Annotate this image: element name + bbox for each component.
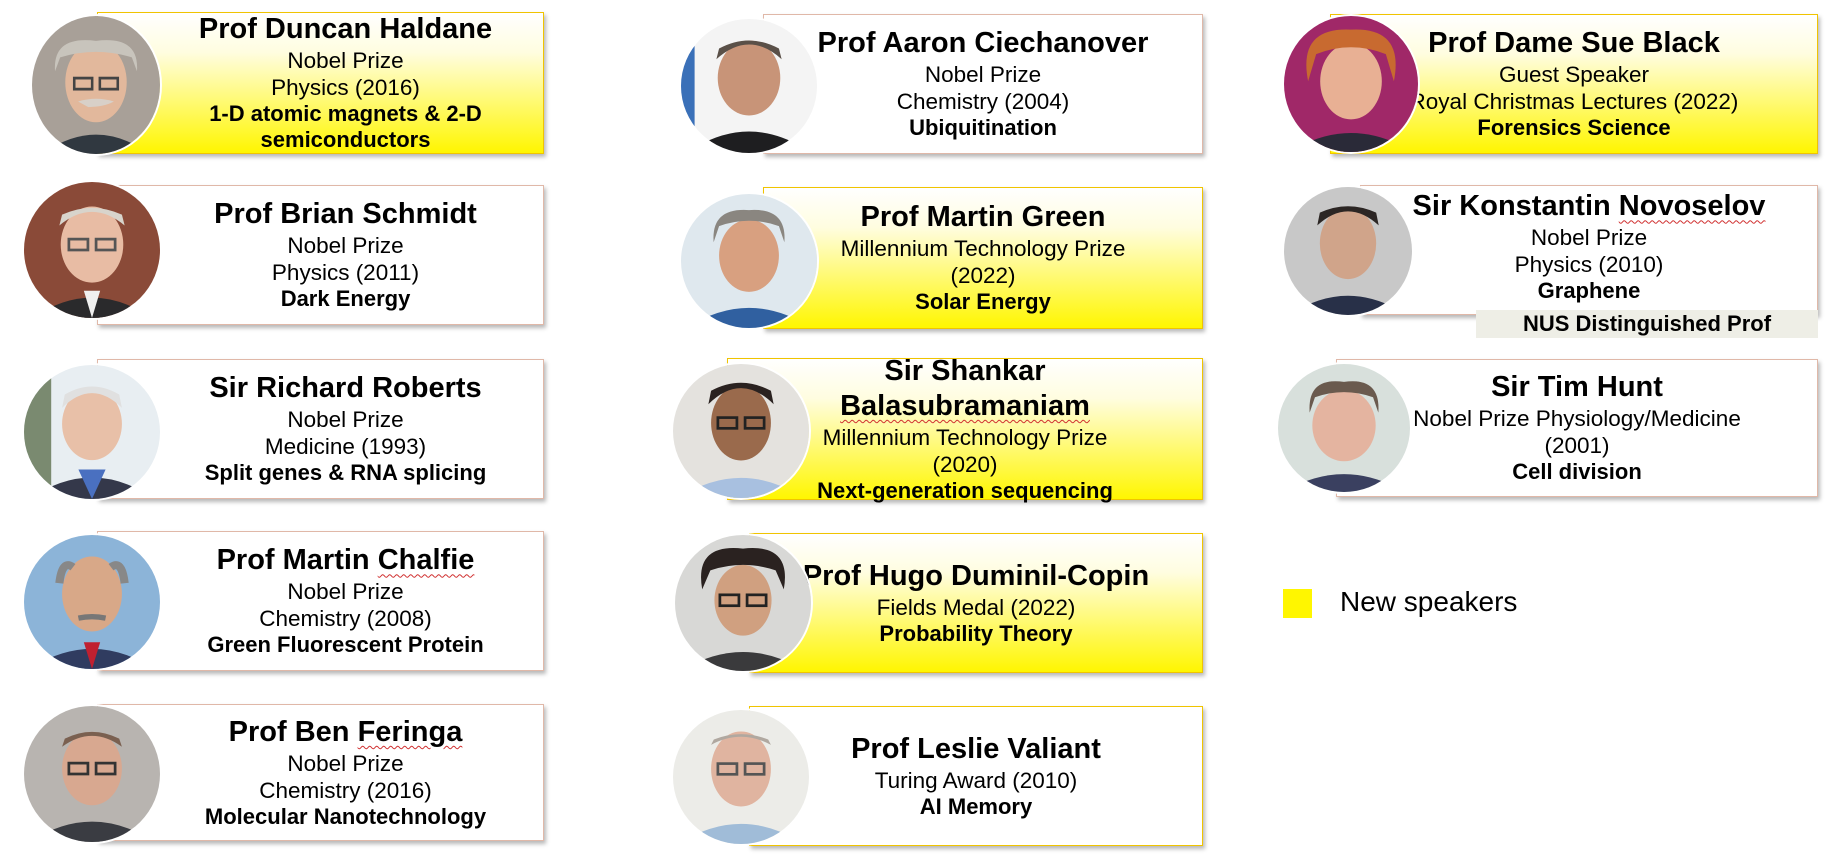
speaker-card-leslie-valiant: Prof Leslie Valiant Turing Award (2010) … <box>749 706 1203 846</box>
speaker-topic: Next-generation sequencing <box>817 477 1113 503</box>
speaker-award: Nobel Prize <box>287 750 404 776</box>
speaker-card-ben-feringa: Prof Ben Feringa Nobel Prize Chemistry (… <box>97 704 544 841</box>
nus-distinguished-badge: NUS Distinguished Prof <box>1476 310 1818 338</box>
speaker-name: Prof Ben Feringa <box>228 715 463 748</box>
speaker-topic: AI Memory <box>919 793 1033 819</box>
avatar <box>1276 362 1412 494</box>
portrait-photo-icon <box>675 535 811 671</box>
speaker-role: Guest Speaker <box>1498 62 1650 88</box>
portrait-photo-icon <box>681 194 817 328</box>
speaker-award: Nobel Prize <box>287 407 404 433</box>
speaker-award-detail: Physics (2010) <box>1514 252 1664 278</box>
portrait-photo-icon <box>1284 187 1412 315</box>
avatar <box>1282 14 1420 154</box>
avatar <box>673 533 813 673</box>
avatar <box>22 363 162 501</box>
legend-swatch <box>1283 589 1312 618</box>
avatar <box>22 180 162 320</box>
speaker-card-hugo-duminil-copin: Prof Hugo Duminil-Copin Fields Medal (20… <box>749 533 1203 673</box>
speaker-name: Prof Dame Sue Black <box>1428 27 1720 60</box>
speaker-card-tim-hunt: Sir Tim Hunt Nobel Prize Physiology/Medi… <box>1336 359 1818 497</box>
speaker-award: Fields Medal (2022) <box>876 594 1076 620</box>
speaker-award-detail: (2022) <box>950 263 1016 289</box>
speaker-name: Prof Leslie Valiant <box>851 732 1101 765</box>
speaker-topic: Cell division <box>1512 459 1642 485</box>
speaker-card-martin-chalfie: Prof Martin Chalfie Nobel Prize Chemistr… <box>97 531 544 671</box>
speaker-topic: Split genes & RNA splicing <box>204 460 487 486</box>
speaker-card-duncan-haldane: Prof Duncan Haldane Nobel Prize Physics … <box>97 12 544 154</box>
speaker-card-richard-roberts: Sir Richard Roberts Nobel Prize Medicine… <box>97 359 544 499</box>
speaker-name: Prof Martin Chalfie <box>216 544 475 577</box>
speaker-topic: Solar Energy <box>915 289 1051 315</box>
avatar <box>30 14 162 156</box>
speaker-award-detail: Chemistry (2008) <box>259 606 432 632</box>
speaker-award-detail: (2020) <box>932 451 998 477</box>
avatar <box>679 192 819 330</box>
portrait-photo-icon <box>1278 364 1410 492</box>
speaker-card-shankar-balasubramaniam: Sir Shankar Balasubramaniam Millennium T… <box>727 355 1203 503</box>
portrait-photo-icon <box>24 365 160 499</box>
speaker-award-detail: Medicine (1993) <box>264 434 427 460</box>
speaker-topic: Ubiquitination <box>909 115 1057 141</box>
speaker-award: Millennium Technology Prize <box>840 236 1126 262</box>
speaker-card-brian-schmidt: Prof Brian Schmidt Nobel Prize Physics (… <box>97 185 544 325</box>
avatar <box>1282 185 1414 317</box>
speaker-award: Nobel Prize <box>1530 225 1648 251</box>
speaker-award: Nobel Prize <box>924 62 1042 88</box>
speaker-award: Turing Award (2010) <box>874 767 1078 793</box>
portrait-photo-icon <box>32 16 160 154</box>
avatar <box>22 704 162 844</box>
speaker-name-line-2: Balasubramaniam <box>840 389 1090 422</box>
avatar <box>22 533 162 671</box>
speaker-award-detail: Physics (2011) <box>271 260 420 286</box>
portrait-photo-icon <box>673 710 809 844</box>
portrait-photo-icon <box>24 706 160 842</box>
avatar <box>671 362 811 500</box>
speaker-topic: Dark Energy <box>280 286 411 312</box>
speaker-award: Nobel Prize Physiology/Medicine <box>1413 406 1741 432</box>
avatar <box>679 17 819 155</box>
portrait-photo-icon <box>24 182 160 318</box>
portrait-photo-icon <box>24 535 160 669</box>
speaker-name: Prof Martin Green <box>860 201 1106 234</box>
speaker-award: Nobel Prize <box>287 233 404 259</box>
speaker-topic: Green Fluorescent Protein <box>207 632 484 658</box>
avatar <box>671 708 811 846</box>
speaker-award-detail: (2001) <box>1544 433 1610 459</box>
speaker-name: Prof Brian Schmidt <box>214 198 477 231</box>
portrait-photo-icon <box>681 19 817 153</box>
portrait-photo-icon <box>673 364 809 498</box>
speaker-name: Prof Hugo Duminil-Copin <box>802 559 1150 592</box>
speaker-card-aaron-ciechanover: Prof Aaron Ciechanover Nobel Prize Chemi… <box>763 14 1203 154</box>
speaker-award: Nobel Prize <box>287 579 404 605</box>
speaker-award-detail: Physics (2016) <box>271 75 420 101</box>
speaker-name: Prof Duncan Haldane <box>198 13 493 46</box>
speaker-topic: Molecular Nanotechnology <box>204 803 487 829</box>
speaker-name: Sir Shankar <box>884 355 1046 388</box>
speaker-award-detail: Royal Christmas Lectures (2022) <box>1409 89 1739 115</box>
speaker-name: Sir Tim Hunt <box>1491 371 1663 404</box>
portrait-photo-icon <box>1284 16 1418 152</box>
speaker-award-detail: Chemistry (2004) <box>896 89 1070 115</box>
legend-label: New speakers <box>1340 586 1518 617</box>
speaker-award: Nobel Prize <box>287 48 404 74</box>
speaker-card-martin-green: Prof Martin Green Millennium Technology … <box>763 187 1203 329</box>
speaker-name: Prof Aaron Ciechanover <box>817 27 1149 60</box>
speaker-name: Sir Richard Roberts <box>209 372 482 405</box>
speaker-topic: 1-D atomic magnets & 2-D semiconductors <box>209 101 482 153</box>
speaker-topic: Probability Theory <box>879 620 1073 646</box>
speaker-award: Millennium Technology Prize <box>822 424 1108 450</box>
speaker-topic: Graphene <box>1537 278 1641 304</box>
speaker-name: Sir Konstantin Novoselov <box>1412 190 1766 223</box>
speaker-award-detail: Chemistry (2016) <box>259 777 432 803</box>
speaker-topic: Forensics Science <box>1477 115 1671 141</box>
speaker-card-konstantin-novoselov: Sir Konstantin Novoselov Nobel Prize Phy… <box>1360 185 1818 315</box>
